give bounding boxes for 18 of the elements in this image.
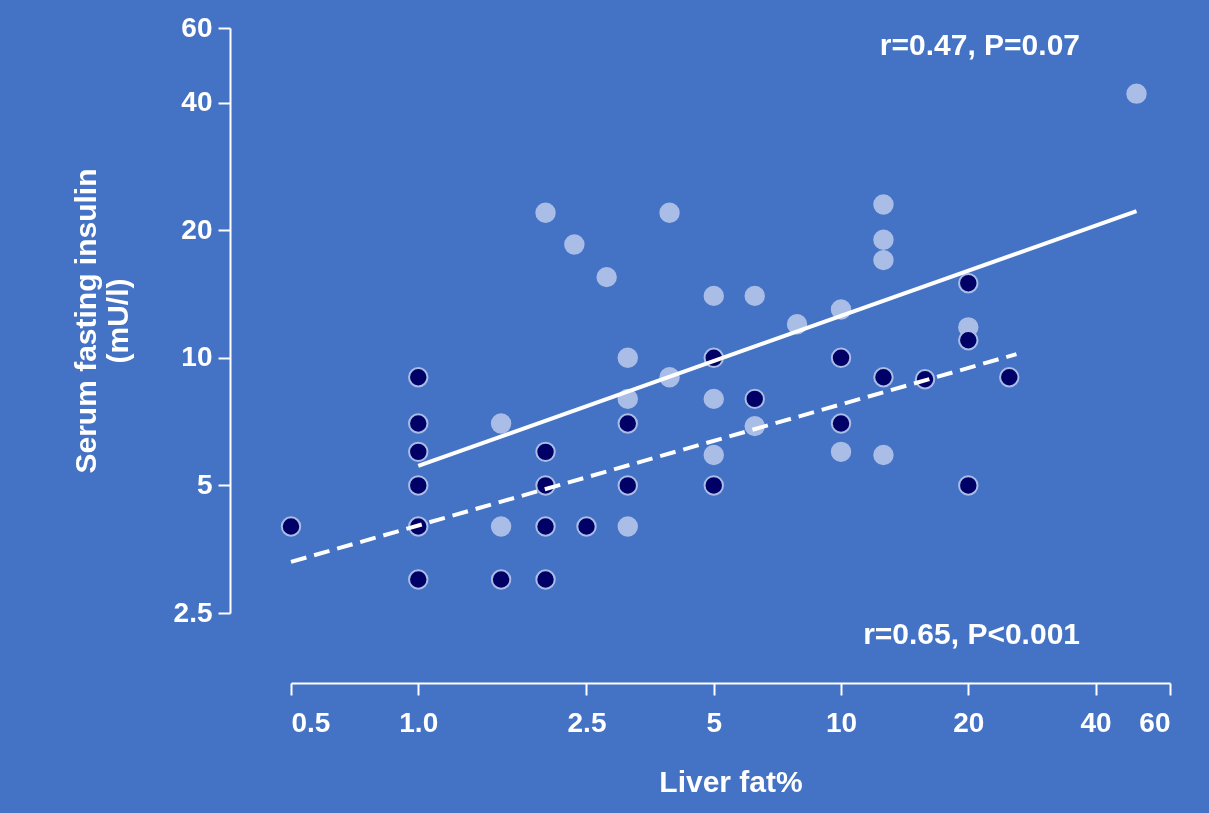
y-tick-label: 20 bbox=[181, 213, 213, 245]
x-tick-label: 1.0 bbox=[399, 706, 439, 738]
y-tick-label: 60 bbox=[181, 11, 213, 43]
x-axis-title: Liver fat% bbox=[659, 764, 803, 798]
annotation: r=0.47, P=0.07 bbox=[879, 28, 1080, 61]
y-tick-label: 5 bbox=[196, 468, 213, 500]
y-tick-label: 10 bbox=[181, 341, 213, 373]
x-tick-label: 60 bbox=[1139, 706, 1171, 738]
x-tick-label: 5 bbox=[706, 706, 723, 738]
y-tick-label: 40 bbox=[181, 86, 213, 118]
x-tick-label: 0.5 bbox=[291, 706, 331, 738]
x-tick-label: 2.5 bbox=[567, 706, 607, 738]
x-tick-label: 10 bbox=[825, 706, 858, 738]
y-axis-title: Serum fasting insulin (mU/l) bbox=[68, 168, 134, 474]
x-tick-label: 40 bbox=[1080, 706, 1112, 738]
y-tick-label: 2.5 bbox=[173, 596, 213, 628]
x-tick-label: 20 bbox=[953, 706, 985, 738]
text: r=0.65, P<0.001 bbox=[863, 617, 1080, 650]
